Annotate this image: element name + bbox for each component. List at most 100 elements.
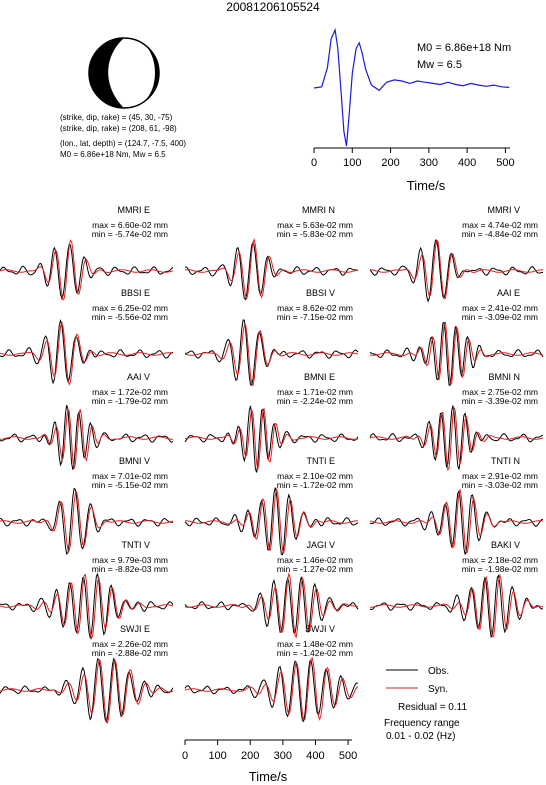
observed-waveform — [0, 243, 174, 300]
station-label: SWJI E — [120, 624, 150, 634]
min-amplitude: min = -2.24e-02 mm — [277, 396, 353, 406]
observed-waveform — [0, 487, 174, 556]
station-label: TNTI N — [491, 456, 520, 466]
stf-x-label: Time/s — [407, 178, 446, 193]
stf-mw-text: Mw = 6.5 — [417, 59, 462, 71]
station-label: BBSI V — [306, 288, 335, 298]
fault-plane-1-label: (strike, dip, rake) = (45, 30, -75) — [60, 113, 173, 122]
figure-title: 20081206105524 — [226, 0, 320, 14]
min-amplitude: min = -5.15e-02 mm — [92, 480, 168, 490]
legend-syn-label: Syn. — [428, 684, 448, 695]
observed-waveform — [184, 487, 359, 556]
max-amplitude: max = 2.41e-02 mm — [462, 303, 538, 313]
synthetic-waveform — [369, 407, 544, 472]
min-amplitude: min = -8.82e-03 mm — [92, 564, 168, 574]
synthetic-waveform — [369, 239, 543, 300]
max-amplitude: max = 4.74e-02 mm — [462, 220, 538, 230]
stf-tick-label: 500 — [496, 157, 514, 169]
synthetic-waveform — [0, 490, 174, 552]
max-amplitude: max = 5.63e-02 mm — [277, 220, 353, 230]
waveform-tick-label: 500 — [339, 750, 357, 762]
station-label: BAKI V — [491, 540, 520, 550]
min-amplitude: min = -5.56e-02 mm — [92, 312, 168, 322]
station-label: BMNI N — [489, 372, 521, 382]
synthetic-waveform — [370, 573, 544, 638]
location-label: (lon., lat, depth) = (124.7, -7.5, 400) — [60, 139, 186, 148]
stf-tick-label: 100 — [343, 157, 361, 169]
station-label: SWJI V — [305, 624, 335, 634]
station-label: BMNI E — [304, 372, 335, 382]
station-label: AAI V — [127, 372, 150, 382]
beachball — [88, 37, 160, 109]
station-label: BMNI V — [119, 456, 150, 466]
station-label: TNTI V — [122, 540, 151, 550]
synthetic-waveform — [369, 488, 544, 555]
stf-tick-label: 400 — [458, 157, 476, 169]
min-amplitude: min = -3.09e-02 mm — [462, 312, 538, 322]
synthetic-waveform — [0, 321, 174, 387]
observed-waveform — [369, 489, 544, 555]
observed-waveform — [0, 318, 174, 385]
legend-obs-label: Obs. — [428, 666, 449, 677]
min-amplitude: min = -1.72e-02 mm — [277, 480, 353, 490]
max-amplitude: max = 1.48e-02 mm — [277, 639, 353, 649]
max-amplitude: max = 1.71e-02 mm — [277, 387, 353, 397]
max-amplitude: max = 9.79e-03 mm — [92, 555, 168, 565]
source-time-function-plot: M0 = 6.86e+18 Nm Mw = 6.5 Time/s 0 100 200… — [311, 27, 515, 193]
min-amplitude: min = -4.84e-02 mm — [462, 229, 538, 239]
legend: Obs. Syn. Residual = 0.11 Frequency rang… — [384, 666, 467, 742]
max-amplitude: max = 2.91e-02 mm — [462, 471, 538, 481]
station-label: MMRI E — [118, 205, 151, 215]
min-amplitude: min = -1.79e-02 mm — [92, 396, 168, 406]
station-label: BBSI E — [121, 288, 150, 298]
observed-waveform — [0, 404, 174, 470]
min-amplitude: min = -7.15e-02 mm — [277, 312, 353, 322]
moment-label: M0 = 6.86e+18 Nm, Mw = 6.5 — [60, 150, 166, 159]
min-amplitude: min = -1.27e-02 mm — [277, 564, 353, 574]
frequency-range-title: Frequency range — [384, 718, 460, 729]
max-amplitude: max = 1.46e-02 mm — [277, 555, 353, 565]
min-amplitude: min = -5.74e-02 mm — [92, 229, 168, 239]
stf-tick-label: 0 — [311, 157, 317, 169]
min-amplitude: min = -1.98e-02 mm — [462, 564, 538, 574]
waveform-x-label: Time/s — [249, 769, 288, 784]
station-label: AAI E — [497, 288, 520, 298]
synthetic-waveform — [0, 573, 174, 640]
synthetic-waveform — [184, 571, 359, 639]
max-amplitude: max = 2.75e-02 mm — [462, 387, 538, 397]
stf-moment-text: M0 = 6.86e+18 Nm — [417, 42, 511, 54]
stf-tick-label: 200 — [381, 157, 399, 169]
min-amplitude: min = -5.83e-02 mm — [277, 229, 353, 239]
min-amplitude: min = -3.03e-02 mm — [462, 480, 538, 490]
max-amplitude: max = 8.62e-02 mm — [277, 303, 353, 313]
max-amplitude: max = 2.18e-02 mm — [462, 555, 538, 565]
waveform-tick-label: 300 — [274, 750, 292, 762]
waveform-x-axis: Time/s 0 100 200 300 400 500 — [182, 739, 357, 784]
observed-waveform — [369, 405, 544, 470]
min-amplitude: min = -2.88e-02 mm — [92, 648, 168, 658]
observed-waveform — [184, 405, 359, 473]
residual-text: Residual = 0.11 — [398, 702, 467, 713]
max-amplitude: max = 2.10e-02 mm — [277, 471, 353, 481]
waveform-tick-label: 200 — [241, 750, 259, 762]
max-amplitude: max = 2.26e-02 mm — [92, 639, 168, 649]
observed-waveform — [0, 657, 174, 724]
synthetic-waveform — [184, 656, 359, 721]
